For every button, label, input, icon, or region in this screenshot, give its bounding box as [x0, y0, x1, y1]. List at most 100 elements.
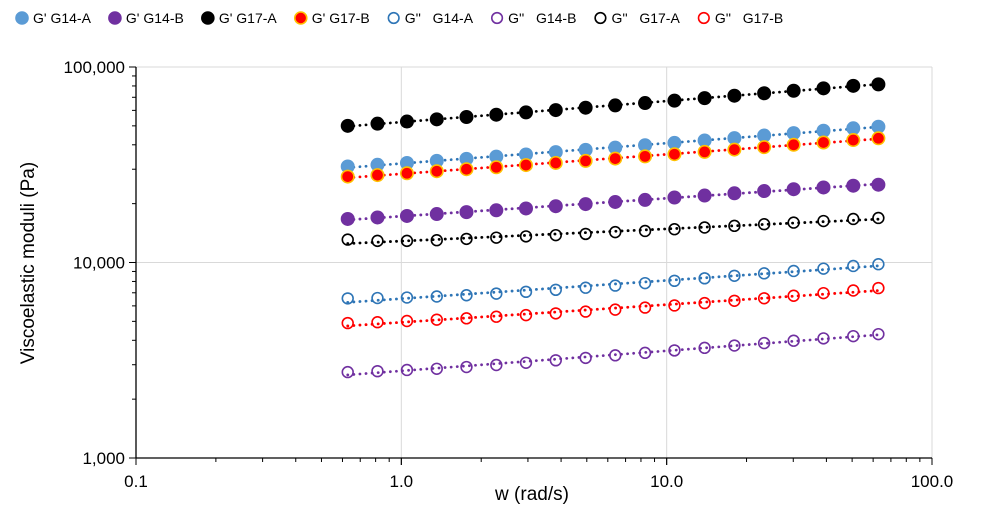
data-point — [786, 137, 801, 152]
data-point — [871, 77, 886, 92]
data-point — [370, 116, 385, 131]
data-point — [728, 339, 741, 352]
legend-label: G'' G14-B — [508, 10, 576, 26]
data-point — [786, 83, 801, 98]
data-point — [341, 233, 354, 246]
data-point — [638, 192, 653, 207]
data-point — [668, 344, 681, 357]
data-point — [340, 211, 355, 226]
data-point — [371, 234, 384, 248]
data-point — [816, 135, 831, 150]
data-point — [548, 199, 563, 214]
y-tick-label: 100,000 — [64, 58, 125, 77]
data-point — [578, 197, 593, 212]
data-point — [846, 178, 861, 193]
data-point — [697, 133, 712, 148]
data-point — [490, 287, 503, 300]
legend: G' G14-A G' G14-B G' G17-A G' G17-B G'' G14-… — [15, 10, 783, 26]
data-point — [787, 264, 800, 278]
legend-label: G' G17-B — [312, 10, 370, 26]
data-point — [638, 276, 652, 290]
data-point — [609, 303, 622, 316]
data-point — [757, 128, 772, 143]
data-point — [430, 313, 443, 326]
data-point — [872, 211, 885, 225]
data-point — [638, 301, 652, 314]
legend-label: G'' G17-A — [611, 10, 680, 26]
legend-label: G' G14-A — [33, 10, 92, 26]
data-point — [638, 149, 653, 164]
data-point — [399, 208, 414, 223]
data-point — [489, 203, 504, 218]
legend-label: G'' G14-A — [405, 10, 474, 26]
data-point — [549, 283, 562, 297]
data-point — [579, 227, 592, 241]
data-point — [460, 312, 473, 325]
data-point — [786, 126, 801, 141]
data-point — [490, 231, 503, 244]
axes — [129, 66, 933, 465]
data-point — [608, 151, 623, 166]
data-point — [698, 341, 711, 355]
data-point — [727, 142, 742, 157]
data-point — [872, 258, 885, 271]
data-point — [728, 294, 741, 307]
data-point — [518, 201, 533, 216]
data-point — [871, 177, 886, 192]
data-point — [579, 351, 592, 365]
data-point — [698, 272, 711, 285]
legend-marker — [697, 11, 710, 25]
data-point — [370, 210, 385, 225]
data-point — [668, 223, 681, 236]
legend-label: G'' G17-B — [715, 10, 783, 26]
data-point — [579, 281, 592, 294]
data-point — [430, 362, 443, 375]
data-point — [727, 88, 742, 103]
data-point — [430, 234, 443, 247]
data-point — [460, 360, 473, 374]
data-point — [871, 131, 886, 146]
data-point — [816, 81, 831, 96]
x-tick-label: 100.0 — [911, 472, 954, 491]
trendlines — [346, 82, 880, 377]
data-point — [518, 158, 533, 173]
data-point — [638, 96, 653, 111]
data-point — [518, 105, 533, 120]
data-point — [727, 131, 742, 146]
data-point — [400, 291, 414, 304]
data-point — [549, 228, 562, 242]
data-point — [757, 292, 771, 305]
data-point — [787, 334, 800, 347]
data-point — [549, 354, 562, 367]
data-point — [519, 356, 533, 369]
data-point — [430, 290, 443, 303]
data-point — [817, 286, 830, 300]
data-point — [872, 327, 885, 341]
data-point — [429, 207, 444, 222]
data-point — [846, 121, 861, 136]
tick-labels: 0.1 1.0 10.0 100.0 1,000 10,000 100,000 — [64, 58, 954, 491]
legend-marker — [201, 11, 215, 25]
data-point — [872, 281, 885, 295]
data-point — [429, 164, 444, 179]
data-point — [371, 316, 384, 329]
data-point — [490, 358, 503, 372]
legend-marker — [490, 11, 504, 25]
data-point — [399, 166, 414, 181]
data-point — [757, 140, 772, 155]
legend-label: G' G17-A — [219, 10, 278, 26]
data-point — [578, 153, 593, 168]
data-point — [371, 364, 384, 378]
data-point — [728, 219, 741, 233]
data-point — [638, 224, 652, 238]
data-point — [609, 279, 622, 292]
data-point — [697, 91, 712, 106]
data-point — [341, 292, 354, 305]
y-tick-label: 10,000 — [73, 254, 125, 273]
data-point — [341, 365, 354, 379]
data-point — [429, 112, 444, 127]
data-point — [460, 289, 473, 302]
data-point — [489, 107, 504, 122]
data-point — [549, 307, 562, 320]
